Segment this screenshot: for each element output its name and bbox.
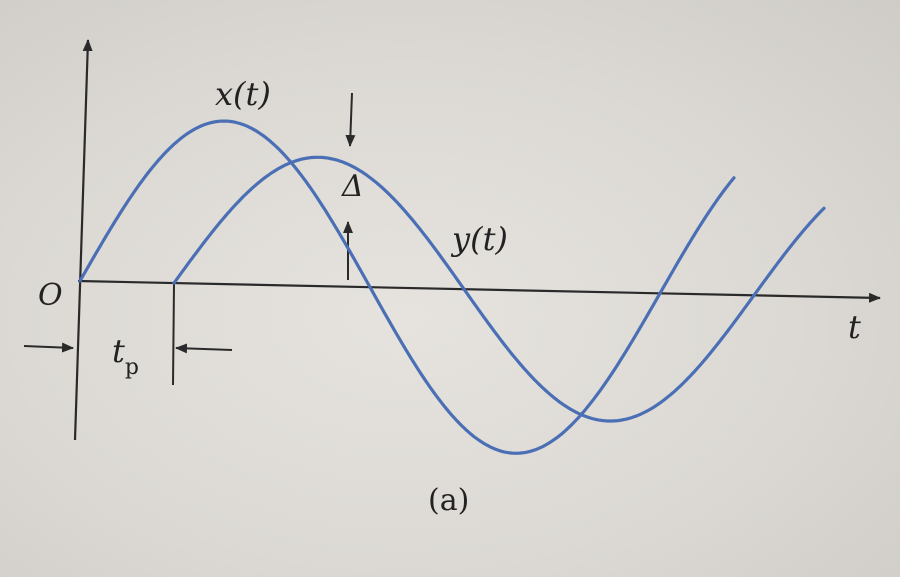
x-curve-label: x(t) [215,75,271,113]
y-t-curve [172,155,826,423]
vertical-axis [73,39,93,441]
tp-main: t [112,332,125,370]
delta-label: Δ [341,169,364,204]
tp-left-arrow [23,342,74,353]
x-t-curve [78,119,736,455]
figure-caption: (a) [428,483,469,518]
origin-label: O [38,278,63,313]
time-axis [77,279,881,303]
time-axis-label: t [848,308,861,346]
tp-label: tp [112,332,139,380]
y-curve-label: y(t) [450,220,508,258]
tp-marker-line [172,283,175,386]
tp-right-arrow [175,343,233,354]
delta-top-arrow [345,92,356,147]
tp-subscript: p [125,355,139,380]
